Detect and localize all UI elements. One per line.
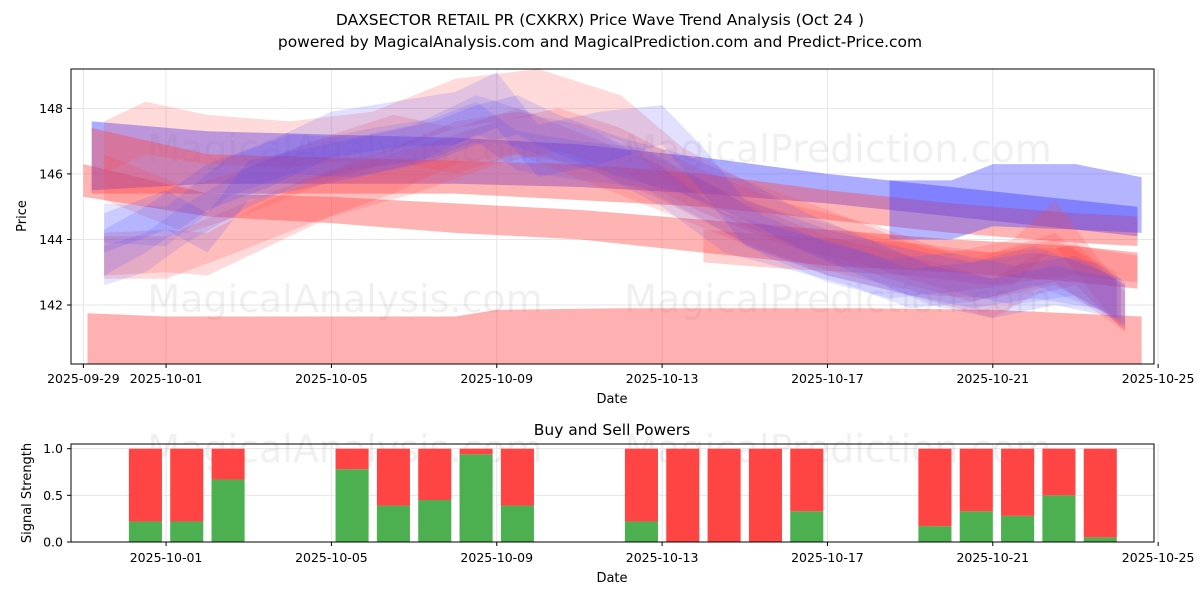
- sell-power-bar: [918, 448, 952, 527]
- price-x-axis-label: Date: [596, 392, 627, 407]
- buy-power-bar: [418, 500, 452, 542]
- sell-power-bar: [376, 448, 410, 506]
- sell-power-bar: [1042, 448, 1076, 496]
- sell-power-bar: [748, 448, 782, 542]
- price-grid: [71, 69, 1159, 364]
- powers-y-axis-label: Signal Strength: [20, 443, 35, 543]
- powers-axis-ticks: 2025-10-01 2025-10-05 2025-10-09 2025-10-13…: [43, 441, 1194, 565]
- powers-bars: [128, 448, 1117, 542]
- buy-power-bar: [918, 526, 952, 542]
- buy-power-bar: [1083, 537, 1117, 542]
- powers-x-axis-label: Date: [596, 571, 627, 586]
- watermark-prediction: MagicalPrediction.com: [624, 127, 1052, 171]
- wave-band-red-wave-4: [104, 108, 1117, 319]
- powers-x-tick-label: 2025-10-25: [1122, 550, 1195, 565]
- powers-x-tick-label: 2025-10-05: [295, 550, 368, 565]
- wave-band-red-floor: [87, 308, 1142, 364]
- price-x-tick-label: 2025-10-17: [791, 371, 864, 386]
- wave-band-blue-band-upper: [889, 164, 1142, 240]
- wave-band-blue-wave-1: [104, 72, 1126, 328]
- price-x-tick-label: 2025-10-01: [130, 371, 203, 386]
- buy-power-bar: [459, 454, 493, 542]
- price-y-tick-label: 144: [39, 232, 63, 247]
- price-plot-frame: [70, 68, 1155, 365]
- wave-band-red-trend-upper: [91, 128, 1138, 246]
- watermark-analysis: MagicalAnalysis.com: [147, 127, 542, 171]
- chart-subtitle: powered by MagicalAnalysis.com and Magic…: [278, 33, 922, 51]
- sell-power-bar: [335, 448, 369, 470]
- sell-power-bar: [624, 448, 658, 522]
- price-axis-ticks: 2025-09-29 2025-10-01 2025-10-05 2025-10-09…: [39, 101, 1194, 386]
- powers-y-tick-label: 0.5: [43, 488, 63, 503]
- wave-band-red-wave-2: [104, 111, 1126, 332]
- wave-band-blue-wave-4: [104, 95, 1121, 319]
- buy-power-bar: [790, 511, 824, 542]
- sell-power-bar: [418, 448, 452, 500]
- price-x-tick-label: 2025-10-09: [460, 371, 533, 386]
- wave-band-blue-wave-3: [104, 101, 1126, 325]
- sell-power-bar: [500, 448, 534, 506]
- wave-band-purple-trend-upper: [91, 121, 1138, 237]
- sell-power-bar: [959, 448, 993, 512]
- sell-power-bar: [790, 448, 824, 512]
- sell-power-bar: [1083, 448, 1117, 538]
- buy-power-bar: [376, 505, 410, 542]
- watermark-prediction: MagicalPrediction.com: [624, 277, 1052, 321]
- price-y-tick-label: 148: [39, 101, 63, 116]
- powers-x-tick-label: 2025-10-13: [626, 550, 699, 565]
- buy-power-bar: [1001, 515, 1035, 542]
- wave-band-blue-wave-2: [104, 95, 1117, 319]
- wave-band-red-wave-3: [104, 108, 1121, 328]
- powers-x-tick-label: 2025-10-21: [956, 550, 1029, 565]
- wave-band-red-wave-1: [104, 69, 1126, 332]
- powers-title: Buy and Sell Powers: [534, 421, 691, 439]
- buy-power-bar: [959, 511, 993, 542]
- price-y-tick-label: 142: [39, 298, 63, 313]
- powers-x-tick-label: 2025-10-17: [791, 550, 864, 565]
- chart-title: DAXSECTOR RETAIL PR (CXKRX) Price Wave T…: [336, 11, 864, 29]
- price-x-tick-label: 2025-10-21: [956, 371, 1029, 386]
- price-wave-bands: [83, 69, 1142, 364]
- price-x-tick-label: 2025-10-25: [1122, 371, 1195, 386]
- sell-power-bar: [707, 448, 741, 542]
- price-y-tick-label: 146: [39, 166, 63, 181]
- powers-y-tick-label: 1.0: [43, 441, 63, 456]
- sell-power-bar: [170, 448, 204, 522]
- price-x-tick-label: 2025-09-29: [47, 371, 120, 386]
- watermark-analysis: MagicalAnalysis.com: [147, 277, 542, 321]
- buy-power-bar: [335, 469, 369, 542]
- buy-power-bar: [128, 521, 162, 542]
- sell-power-bar: [128, 448, 162, 522]
- powers-y-tick-label: 0.0: [43, 535, 63, 550]
- sell-power-bar: [211, 448, 245, 480]
- sell-power-bar: [666, 448, 700, 542]
- buy-power-bar: [624, 521, 658, 542]
- sell-power-bar: [459, 448, 493, 455]
- price-y-axis-label: Price: [15, 200, 30, 232]
- wave-band-red-trend-lower: [83, 164, 1138, 289]
- buy-power-bar: [211, 479, 245, 542]
- sell-power-bar: [1001, 448, 1035, 516]
- price-x-tick-label: 2025-10-05: [295, 371, 368, 386]
- wave-band-red-band-lower: [703, 229, 1138, 286]
- powers-plot-frame: [70, 443, 1155, 543]
- buy-power-bar: [1042, 495, 1076, 542]
- powers-x-tick-label: 2025-10-01: [130, 550, 203, 565]
- watermarks-top: MagicalAnalysis.com MagicalPrediction.co…: [147, 127, 1051, 321]
- powers-x-tick-label: 2025-10-09: [460, 550, 533, 565]
- price-x-tick-label: 2025-10-13: [626, 371, 699, 386]
- buy-power-bar: [170, 521, 204, 542]
- buy-power-bar: [500, 505, 534, 542]
